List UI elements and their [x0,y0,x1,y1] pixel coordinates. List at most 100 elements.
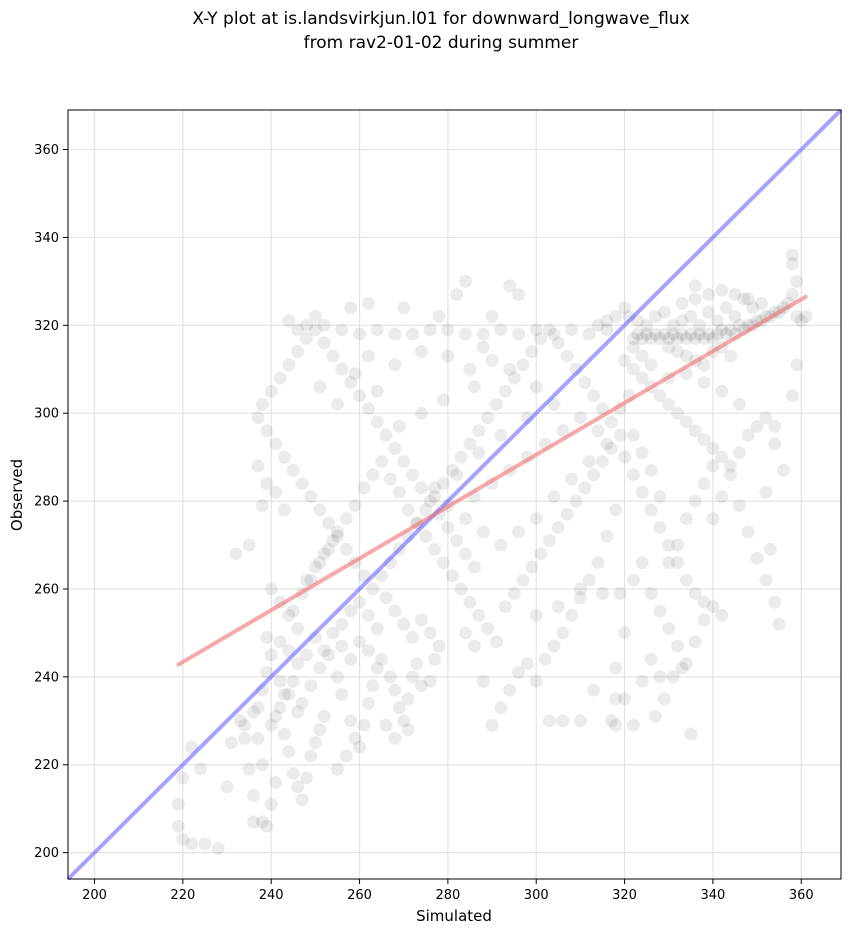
scatter-point [732,446,746,460]
scatter-point [428,652,442,666]
scatter-point [662,397,676,411]
scatter-point [498,600,512,614]
scatter-point [582,573,596,587]
scatter-point [626,340,640,354]
scatter-point [454,582,468,596]
scatter-point [436,477,450,491]
scatter-point [635,485,649,499]
scatter-point [335,617,349,631]
y-tick-label: 280 [34,495,59,510]
scatter-point [282,314,296,328]
scatter-point [282,687,296,701]
scatter-point [679,512,693,526]
scatter-point [242,762,256,776]
scatter-point [313,556,327,570]
scatter-point [344,301,358,315]
x-tick-label: 320 [612,888,637,903]
scatter-point [609,718,623,732]
y-tick-label: 340 [34,231,59,246]
scatter-point [260,477,274,491]
scatter-point [273,635,287,649]
scatter-point [357,481,371,495]
scatter-point [675,296,689,310]
scatter-point [759,573,773,587]
scatter-point [503,279,517,293]
scatter-point [286,767,300,781]
scatter-point [432,310,446,324]
scatter-point [697,358,711,372]
scatter-point [679,332,693,346]
scatter-point [512,525,526,539]
scatter-point [525,345,539,359]
scatter-point [344,604,358,618]
scatter-point [370,323,384,337]
scatter-point [286,604,300,618]
scatter-point [291,345,305,359]
scatter-point [388,731,402,745]
scatter-point [255,758,269,772]
scatter-point [366,582,380,596]
scatter-point [304,749,318,763]
scatter-point [295,696,309,710]
scatter-point [706,332,720,346]
scatter-point [211,841,225,855]
scatter-point [626,428,640,442]
scatter-point [675,327,689,341]
scatter-point [379,428,393,442]
scatter-point [688,494,702,508]
scatter-point [264,797,278,811]
scatter-point [251,459,265,473]
scatter-point [344,375,358,389]
scatter-point [697,375,711,389]
scatter-point [361,349,375,363]
scatter-point [556,424,570,438]
scatter-point [348,367,362,381]
scatter-point [675,661,689,675]
scatter-point [233,714,247,728]
scatter-point [604,714,618,728]
scatter-point [476,525,490,539]
scatter-point [635,349,649,363]
scatter-point [693,327,707,341]
scatter-point [732,397,746,411]
scatter-point [759,411,773,425]
scatter-point [512,327,526,341]
scatter-point [313,661,327,675]
scatter-point [710,327,724,341]
scatter-point [573,714,587,728]
y-tick-label: 320 [34,319,59,334]
scatter-point [317,336,331,350]
scatter-point [547,327,561,341]
scatter-point [618,353,632,367]
scatter-point [573,411,587,425]
scatter-point [768,595,782,609]
scatter-point [401,723,415,737]
scatter-point [317,547,331,561]
scatter-point [485,353,499,367]
scatter-point [353,740,367,754]
scatter-point [679,573,693,587]
scatter-point [512,665,526,679]
scatter-point [379,718,393,732]
scatter-point [715,450,729,464]
scatter-point [370,415,384,429]
scatter-point [573,582,587,596]
scatter-point [777,463,791,477]
scatter-point [613,428,627,442]
scatter-point [353,595,367,609]
scatter-point [529,323,543,337]
scatter-point [688,586,702,600]
scatter-point [737,292,751,306]
scatter-point [750,419,764,433]
scatter-point [688,292,702,306]
scatter-point [724,323,738,337]
scatter-point [185,837,199,851]
scatter-point [719,327,733,341]
y-tick-label: 220 [34,758,59,773]
scatter-point [450,534,464,548]
scatter-point [626,468,640,482]
scatter-point [264,384,278,398]
scatter-point [419,503,433,517]
scatter-point [251,701,265,715]
scatter-point [512,288,526,302]
